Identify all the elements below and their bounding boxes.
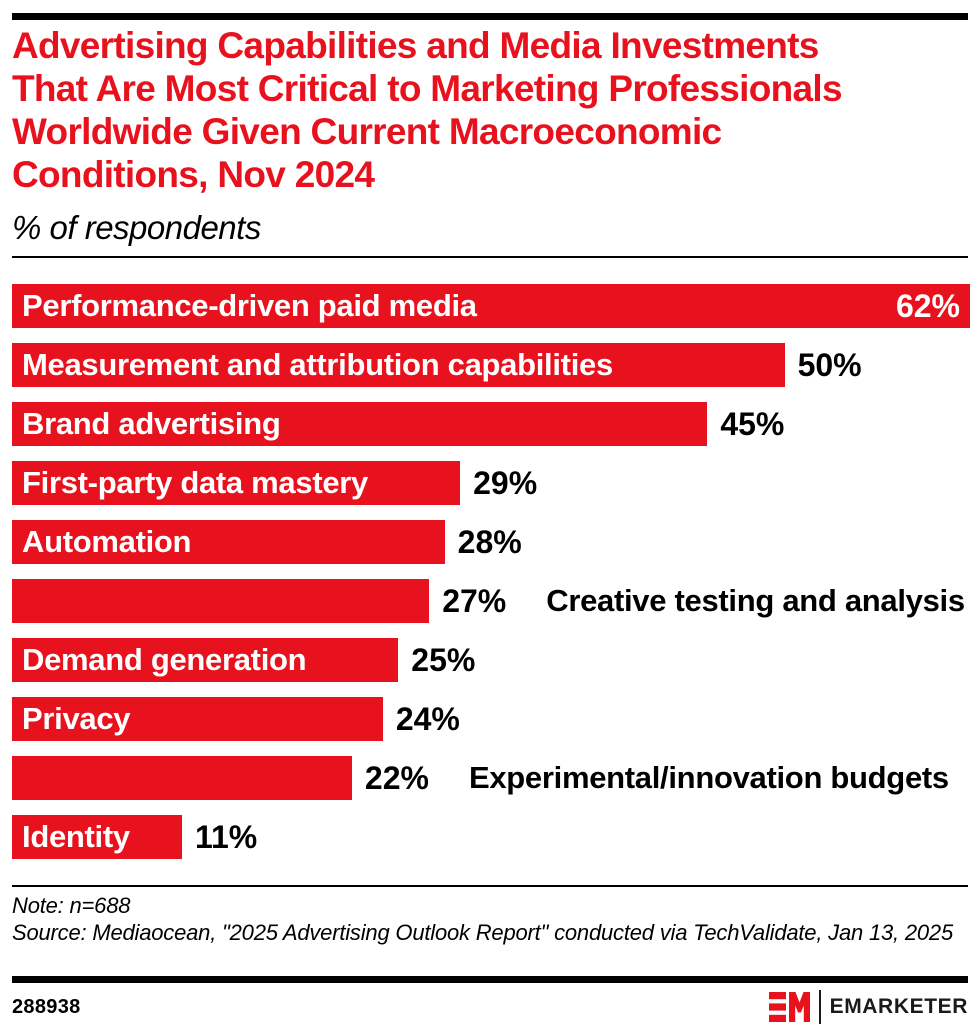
bar-category-label: Performance-driven paid media	[22, 288, 477, 323]
brand-wordmark: EMARKETER	[829, 995, 968, 1018]
note-divider-rule	[12, 885, 968, 887]
bar-category-label: Brand advertising	[22, 406, 281, 441]
logo-divider	[818, 990, 821, 1024]
bar-value-label: 29%	[473, 464, 538, 501]
bar-value-label: 27%	[442, 582, 507, 619]
bar: Privacy	[12, 697, 383, 741]
bottom-thick-rule	[12, 976, 968, 983]
bar-row: Performance-driven paid media 62%	[12, 284, 970, 328]
chart-title: Advertising Capabilities and Media Inves…	[12, 24, 968, 196]
chart-id: 288938	[12, 995, 81, 1018]
bar-value-label: 62%	[895, 287, 960, 324]
chart-title-line-4: Conditions, Nov 2024	[12, 154, 375, 195]
bar: Identity	[12, 815, 182, 859]
bar-value-label: 45%	[720, 405, 785, 442]
bar-row: 27% Creative testing and analysis	[12, 579, 970, 623]
bar-category-label: Demand generation	[22, 642, 307, 677]
bar-category-label: Identity	[22, 819, 130, 854]
horizontal-bar-chart: Performance-driven paid media 62% Measurem…	[12, 284, 970, 859]
bar-value-label: 22%	[364, 759, 429, 796]
bar: Automation	[12, 520, 445, 564]
bar-row: Measurement and attribution capabilities…	[12, 343, 970, 387]
top-thick-rule	[12, 13, 968, 20]
bar: Brand advertising	[12, 402, 708, 446]
bar	[12, 579, 430, 623]
bar-value-label: 11%	[194, 818, 258, 855]
bar-category-label: First-party data mastery	[22, 465, 368, 500]
chart-notes: Note: n=688 Source: Mediaocean, "2025 Ad…	[12, 892, 968, 946]
bar-category-label: Experimental/innovation budgets	[468, 760, 949, 795]
bar-row: Identity 11%	[12, 815, 970, 859]
bar-category-label: Automation	[22, 524, 192, 559]
bar: Demand generation	[12, 638, 399, 682]
emarketer-em-icon	[768, 992, 810, 1022]
bar-value-label: 50%	[797, 346, 862, 383]
bar-row: Privacy 24%	[12, 697, 970, 741]
bar-category-label: Privacy	[22, 701, 131, 736]
chart-title-line-2: That Are Most Critical to Marketing Prof…	[12, 68, 843, 109]
bar-value-label: 25%	[411, 641, 476, 678]
subtitle-divider-rule	[12, 256, 968, 258]
bar-row: 22% Experimental/innovation budgets	[12, 756, 970, 800]
chart-subtitle: % of respondents	[12, 209, 261, 246]
bar-category-label: Creative testing and analysis	[546, 583, 965, 618]
bar-row: Brand advertising 45%	[12, 402, 970, 446]
bar	[12, 756, 352, 800]
note-text: Note: n=688	[12, 893, 131, 918]
source-text: Source: Mediaocean, "2025 Advertising Ou…	[12, 920, 953, 945]
bar-row: First-party data mastery 29%	[12, 461, 970, 505]
bar: First-party data mastery	[12, 461, 461, 505]
footer-bar: 288938 EMARKETER	[12, 989, 968, 1025]
chart-title-line-1: Advertising Capabilities and Media Inves…	[12, 25, 819, 66]
bar: Measurement and attribution capabilities	[12, 343, 785, 387]
bar-value-label: 24%	[395, 700, 460, 737]
chart-title-line-3: Worldwide Given Current Macroeconomic	[12, 111, 722, 152]
bar-row: Automation 28%	[12, 520, 970, 564]
bar: Performance-driven paid media 62%	[12, 284, 970, 328]
bar-row: Demand generation 25%	[12, 638, 970, 682]
brand-logo: EMARKETER	[768, 990, 968, 1024]
bar-category-label: Measurement and attribution capabilities	[22, 347, 613, 382]
bar-value-label: 28%	[457, 523, 522, 560]
